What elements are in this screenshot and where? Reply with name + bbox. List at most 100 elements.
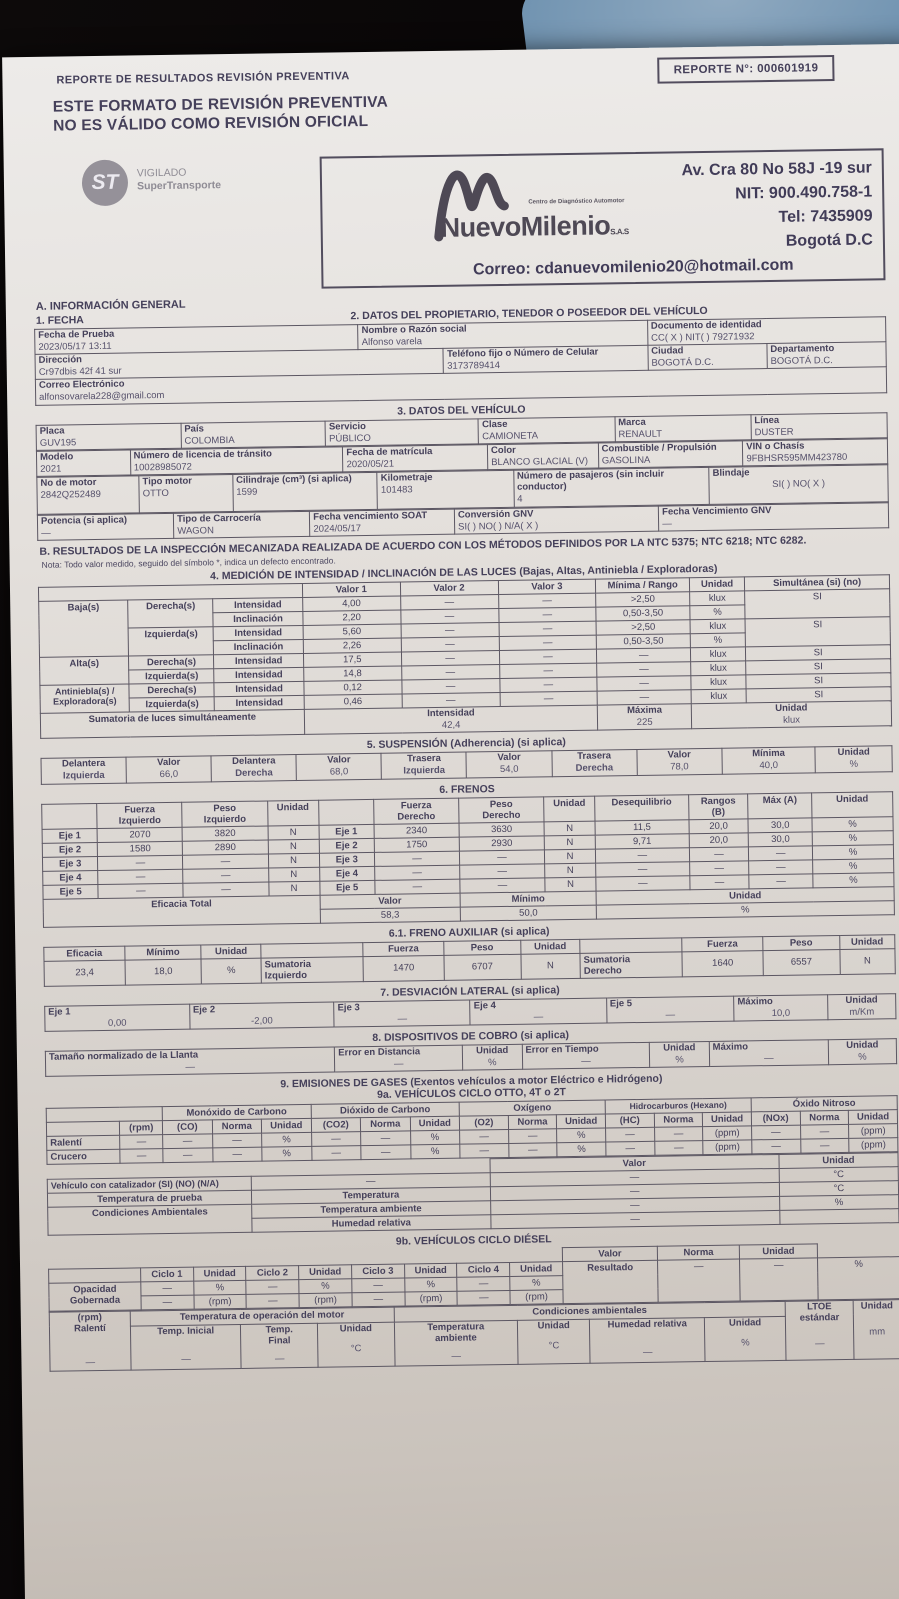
cell: Máxima 225 (597, 703, 692, 731)
cell: Inclinación (213, 639, 304, 655)
cell: klux (689, 590, 746, 606)
cell: N (520, 953, 581, 979)
cell (579, 937, 683, 954)
cell: (CO2) (310, 1117, 361, 1133)
cell: 2890 (182, 839, 268, 855)
value: % (849, 759, 859, 771)
cell: N (267, 838, 319, 854)
cell: Eje 3 (318, 852, 375, 867)
value: — (764, 1052, 774, 1065)
label: Unidad (728, 1317, 762, 1329)
value: SI( ) NO( X ) (772, 478, 826, 491)
cell: klux (689, 618, 746, 634)
cell: Intensidad (214, 695, 305, 711)
cell: Izquierda(s) (129, 696, 215, 713)
motor-cell: No de motor 2842Q252489 (36, 476, 140, 514)
cell: Inclinación (213, 611, 303, 627)
st-line1: VIGILADO (136, 166, 187, 180)
cell: % (410, 1130, 460, 1146)
value: — (451, 1350, 462, 1362)
cell: Trasera Derecha (551, 749, 637, 777)
licencia-cell: Número de licencia de tránsito 1002898507… (130, 446, 344, 476)
cell: Alta(s) (39, 656, 130, 686)
cell: >2,50 (595, 591, 690, 608)
cell (46, 1121, 121, 1137)
cell: % (812, 830, 894, 846)
cell: — (749, 873, 814, 889)
cell: Fuerza (681, 936, 763, 952)
value: mm (869, 1326, 886, 1338)
label: Unidad (537, 1319, 570, 1332)
cell: (rpm) (119, 1120, 163, 1136)
cell: — (400, 622, 499, 639)
cell: — (400, 636, 499, 653)
company-box-inner: Centro de Diagnóstico Automotor NuevoMil… (332, 154, 873, 260)
cell: — (374, 878, 460, 895)
value: — (815, 1338, 825, 1350)
company-logo: Centro de Diagnóstico Automotor NuevoMil… (332, 158, 629, 260)
frenos-table: Fuerza Izquierdo Peso Izquierdo Unidad F… (41, 791, 895, 928)
owner-table: Fecha de Prueba 2023/05/17 13:11 Nombre o… (34, 316, 887, 406)
cell: Eficacia (43, 945, 125, 962)
cell: Eje 5— (606, 995, 735, 1023)
cell: Unidad% (828, 1038, 897, 1065)
cell: Valor 66,0 (126, 756, 212, 783)
value: 1599 (236, 486, 258, 499)
cell: Unidad (409, 1116, 460, 1132)
cell: 2070 (97, 826, 183, 843)
cell: Derecha(s) (128, 598, 214, 629)
value: BLANCO GLACIAL (V) (491, 455, 589, 469)
cell: — (597, 661, 691, 678)
cell: — (800, 1124, 849, 1140)
cell: Unidad (543, 795, 596, 822)
cell: 6557 (762, 949, 840, 976)
cell: Unidad (556, 1114, 606, 1130)
cell: Unidad (193, 1266, 247, 1282)
cell: — (183, 867, 269, 883)
cell: — (360, 1145, 411, 1160)
value: DUSTER (754, 426, 794, 438)
cell: — (499, 663, 598, 679)
cell: (NOx) (751, 1111, 801, 1127)
cell: % (557, 1142, 606, 1158)
cell: Unidad (201, 943, 261, 959)
cell: Delantera Izquierda (41, 757, 127, 785)
cell: — (595, 861, 690, 877)
cell: N (544, 876, 597, 892)
cell: Intensidad (213, 625, 304, 641)
cell: — (401, 692, 500, 709)
cell: Intensidad (214, 681, 304, 697)
cell: Unidad (839, 934, 895, 950)
cell: — (212, 1147, 263, 1163)
cell: — (459, 849, 545, 865)
cell: 5,60 (302, 624, 401, 640)
cell: Intensidad (214, 667, 304, 683)
cell: Humedad relativa (252, 1215, 491, 1233)
blindaje-cell: Blindaje SI( ) NO( X ) (709, 465, 889, 505)
cell: — (246, 1279, 300, 1295)
cell: N (839, 948, 896, 975)
cell: — (212, 1133, 262, 1149)
cell: N (267, 852, 320, 868)
cell: Eje 2 (42, 842, 98, 858)
label: LTOE estándar (799, 1301, 840, 1324)
st-line2: SuperTransporte (136, 179, 222, 193)
cell: — (401, 650, 500, 667)
cell: % (812, 816, 894, 832)
cell: Valor 2 (400, 580, 499, 597)
company-name-text: NuevoMilenio (440, 210, 611, 243)
marca-cell: Marca RENAULT (614, 414, 752, 442)
cell: Unidad (267, 799, 319, 826)
cell: % (812, 858, 894, 874)
company-address: Av. Cra 80 No 58J -19 sur (681, 159, 872, 180)
label: Izquierda (62, 770, 105, 782)
cell: N (267, 824, 319, 840)
cell: — (162, 1134, 213, 1149)
cell: Máximo — (709, 1039, 829, 1067)
pais-cell: País COLOMBIA (180, 420, 326, 449)
report-header: REPORTE DE RESULTADOS REVISIÓN PREVENTIV… (30, 54, 882, 93)
cell: (CO) (162, 1120, 213, 1135)
cell: — (739, 1258, 819, 1302)
cell: 20,0 (688, 832, 749, 848)
cell: Norma (799, 1110, 849, 1126)
